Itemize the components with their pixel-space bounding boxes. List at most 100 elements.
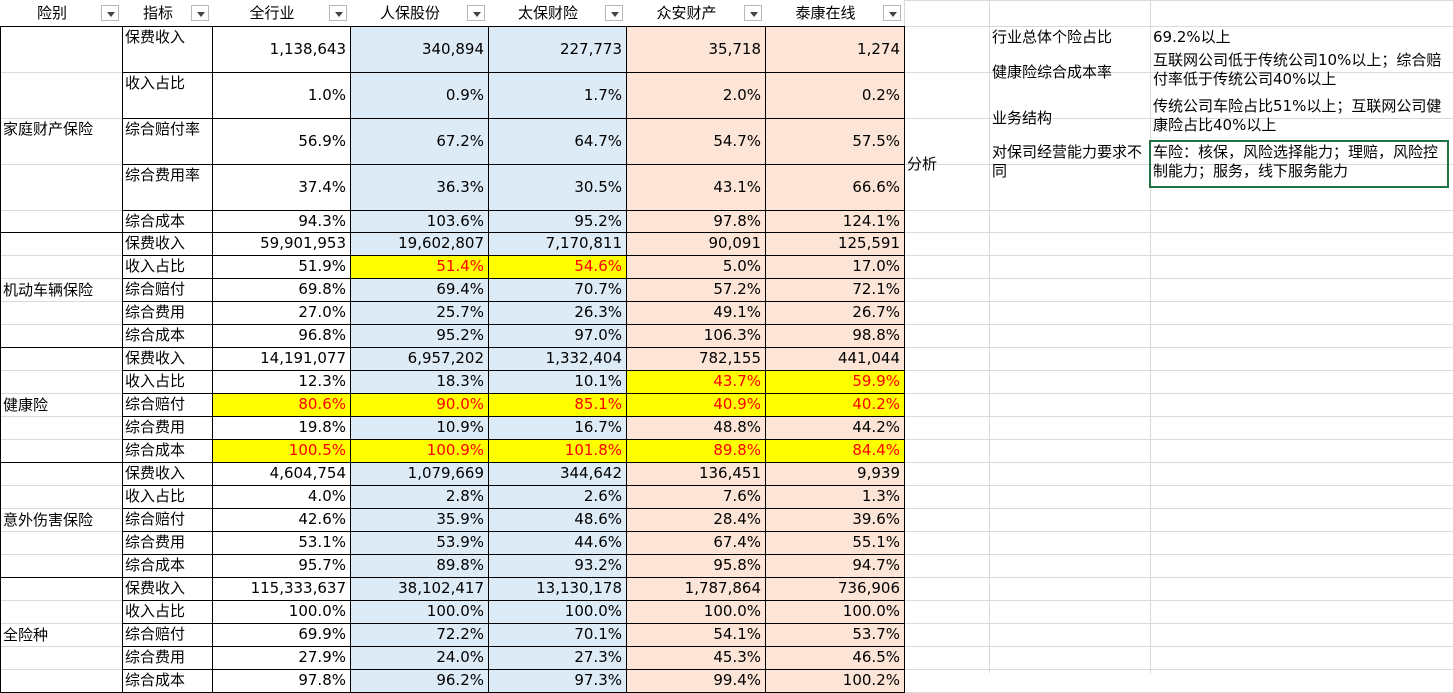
value-cell[interactable]: 94.3% [298,212,346,230]
value-cell[interactable]: 99.4% [713,671,761,689]
value-cell[interactable]: 13,130,178 [536,579,622,597]
value-cell[interactable]: 95.8% [713,556,761,574]
value-cell[interactable]: 14,191,077 [260,349,346,367]
analysis-value-cell[interactable]: 车险：核保，风险选择能力；理赔，风险控制能力；服务，线下服务能力 [1153,143,1439,180]
value-cell[interactable]: 124.1% [842,212,900,230]
value-cell[interactable]: 27.0% [298,303,346,321]
metric-label-cell[interactable]: 综合成本 [125,671,186,689]
value-cell[interactable]: 100.0% [842,602,900,620]
value-cell[interactable]: 66.6% [852,178,900,196]
value-cell[interactable]: 72.1% [852,280,900,298]
analysis-key-cell[interactable]: 健康险综合成本率 [992,63,1113,81]
analysis-value-cell[interactable]: 传统公司车险占比51%以上；互联网公司健康险占比40%以上 [1153,97,1442,134]
value-cell[interactable]: 67.2% [436,132,484,150]
filter-dropdown-icon[interactable] [605,5,623,21]
value-cell[interactable]: 340,894 [421,40,484,58]
value-cell[interactable]: 49.1% [713,303,761,321]
value-cell[interactable]: 35.9% [436,510,484,528]
value-cell[interactable]: 101.8% [564,441,622,459]
value-cell[interactable]: 30.5% [574,178,622,196]
value-cell[interactable]: 227,773 [559,40,622,58]
value-cell[interactable]: 48.6% [574,510,622,528]
metric-label-cell[interactable]: 综合赔付 [125,395,186,413]
value-cell[interactable]: 36.3% [436,178,484,196]
value-cell[interactable]: 54.7% [713,132,761,150]
value-cell[interactable]: 59,901,953 [260,234,346,252]
value-cell[interactable]: 95.2% [436,326,484,344]
value-cell[interactable]: 39.6% [852,510,900,528]
value-cell[interactable]: 2.8% [445,487,484,505]
value-cell[interactable]: 4.0% [307,487,346,505]
value-cell[interactable]: 100.2% [842,671,900,689]
metric-label-cell[interactable]: 保费收入 [125,234,186,252]
value-cell[interactable]: 44.6% [574,533,622,551]
metric-label-cell[interactable]: 综合费用率 [125,166,201,184]
value-cell[interactable]: 59.9% [852,372,900,390]
value-cell[interactable]: 43.7% [713,372,761,390]
value-cell[interactable]: 18.3% [436,372,484,390]
value-cell[interactable]: 100.9% [426,441,484,459]
value-cell[interactable]: 89.8% [436,556,484,574]
value-cell[interactable]: 106.3% [703,326,761,344]
value-cell[interactable]: 53.1% [298,533,346,551]
analysis-label-cell[interactable]: 分析 [907,155,938,173]
value-cell[interactable]: 56.9% [298,132,346,150]
value-cell[interactable]: 46.5% [852,648,900,666]
value-cell[interactable]: 70.7% [574,280,622,298]
value-cell[interactable]: 136,451 [698,464,761,482]
value-cell[interactable]: 344,642 [559,464,622,482]
value-cell[interactable]: 27.3% [574,648,622,666]
value-cell[interactable]: 25.7% [436,303,484,321]
value-cell[interactable]: 95.2% [574,212,622,230]
metric-label-cell[interactable]: 收入占比 [125,257,186,275]
value-cell[interactable]: 2.0% [722,86,761,104]
value-cell[interactable]: 782,155 [698,349,761,367]
value-cell[interactable]: 96.8% [298,326,346,344]
value-cell[interactable]: 53.9% [436,533,484,551]
group-name-cell[interactable]: 家庭财产保险 [3,120,94,138]
group-name-cell[interactable]: 全险种 [3,625,49,644]
group-name-cell[interactable]: 意外伤害保险 [3,510,94,529]
metric-label-cell[interactable]: 收入占比 [125,602,186,620]
value-cell[interactable]: 45.3% [713,648,761,666]
value-cell[interactable]: 53.7% [852,625,900,643]
value-cell[interactable]: 44.2% [852,418,900,436]
value-cell[interactable]: 97.3% [574,671,622,689]
metric-label-cell[interactable]: 收入占比 [125,372,186,390]
value-cell[interactable]: 28.4% [713,510,761,528]
value-cell[interactable]: 125,591 [837,234,900,252]
metric-label-cell[interactable]: 综合赔付 [125,280,186,298]
value-cell[interactable]: 84.4% [852,441,900,459]
value-cell[interactable]: 12.3% [298,372,346,390]
value-cell[interactable]: 70.1% [574,625,622,643]
value-cell[interactable]: 35,718 [708,40,762,58]
value-cell[interactable]: 93.2% [574,556,622,574]
value-cell[interactable]: 48.8% [713,418,761,436]
value-cell[interactable]: 98.8% [852,326,900,344]
value-cell[interactable]: 24.0% [436,648,484,666]
value-cell[interactable]: 43.1% [713,178,761,196]
value-cell[interactable]: 55.1% [852,533,900,551]
value-cell[interactable]: 96.2% [436,671,484,689]
value-cell[interactable]: 10.9% [436,418,484,436]
value-cell[interactable]: 89.8% [713,441,761,459]
metric-label-cell[interactable]: 综合成本 [125,556,186,574]
value-cell[interactable]: 103.6% [426,212,484,230]
value-cell[interactable]: 7,170,811 [545,234,622,252]
value-cell[interactable]: 57.5% [852,132,900,150]
value-cell[interactable]: 17.0% [852,257,900,275]
filter-dropdown-icon[interactable] [329,5,347,21]
value-cell[interactable]: 54.6% [574,257,622,275]
filter-dropdown-icon[interactable] [883,5,901,21]
value-cell[interactable]: 51.4% [436,257,484,275]
value-cell[interactable]: 57.2% [713,280,761,298]
value-cell[interactable]: 85.1% [574,395,622,413]
metric-label-cell[interactable]: 保费收入 [125,579,186,597]
metric-label-cell[interactable]: 保费收入 [125,349,186,367]
value-cell[interactable]: 27.9% [298,648,346,666]
value-cell[interactable]: 37.4% [298,178,346,196]
metric-label-cell[interactable]: 收入占比 [125,487,186,505]
analysis-key-cell[interactable]: 行业总体个险占比 [992,28,1113,46]
analysis-value-cell[interactable]: 互联网公司低于传统公司10%以上；综合赔付率低于传统公司40%以上 [1153,51,1442,88]
